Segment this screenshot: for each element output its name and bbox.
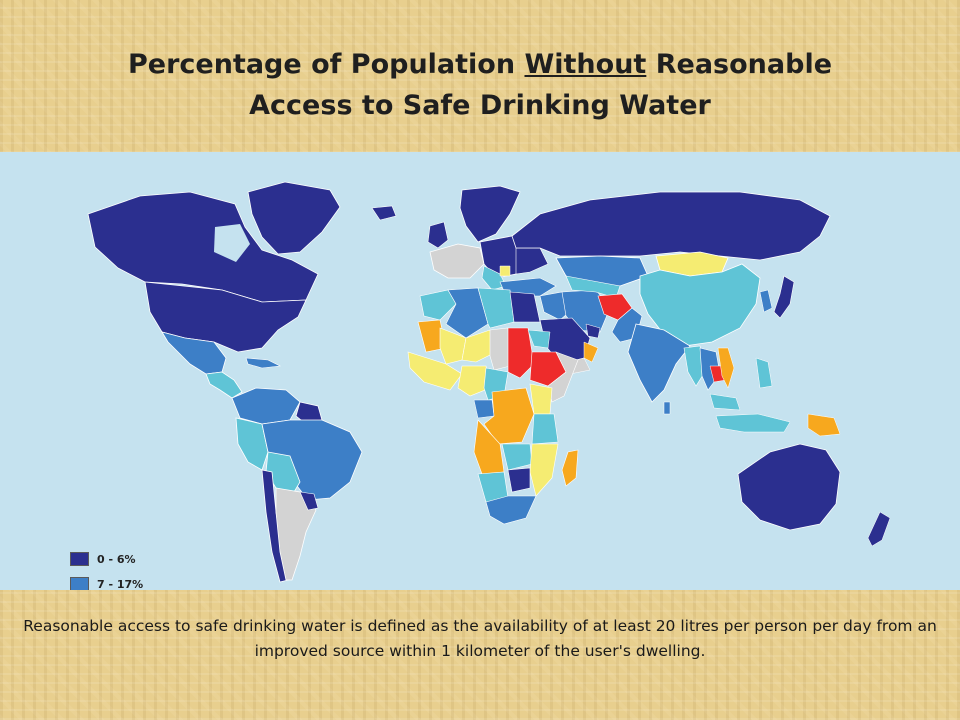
region-morocco	[419, 289, 457, 321]
legend-label: 7 - 17%	[97, 577, 144, 591]
region-canada	[87, 191, 319, 303]
region-uruguay	[299, 491, 319, 511]
region-hudson-bay	[214, 224, 250, 262]
region-kenya	[529, 383, 553, 415]
legend-label: 0 - 6%	[97, 552, 136, 566]
region-oman	[583, 341, 599, 363]
region-new-zealand	[867, 511, 891, 547]
region-south-africa	[485, 495, 537, 525]
world-map-graphic	[87, 181, 891, 583]
region-tanzania	[531, 413, 559, 445]
region-png	[807, 413, 841, 437]
legend-swatch	[70, 577, 89, 590]
region-west-africa	[407, 351, 463, 391]
region-mali	[439, 327, 467, 365]
region-sri-lanka	[663, 401, 671, 415]
map-legend: 0 - 6%7 - 17%18 - 32%33 - 48%49 - 63%64 …	[70, 550, 180, 590]
region-colombia-venezuela	[231, 387, 301, 425]
region-central-america	[205, 371, 243, 399]
region-gabon	[473, 399, 495, 419]
region-russia	[511, 191, 831, 261]
region-chad	[489, 327, 511, 371]
region-central-asia	[565, 275, 621, 299]
title-emphasis: Without	[524, 49, 647, 80]
region-dr-congo	[483, 387, 535, 445]
slide-title: Percentage of Population Without Reasona…	[40, 44, 920, 126]
region-australia	[737, 443, 841, 531]
region-scandinavia	[459, 185, 521, 243]
region-vietnam	[717, 347, 735, 389]
region-moldova	[499, 265, 511, 277]
region-uk	[427, 221, 449, 249]
region-gulf-states	[585, 323, 601, 339]
region-mozambique	[529, 443, 559, 497]
region-libya	[477, 287, 515, 329]
region-somalia	[547, 351, 579, 403]
region-philippines	[755, 357, 773, 389]
legend-swatch	[70, 552, 89, 566]
title-line2: Access to Safe Drinking Water	[249, 90, 711, 121]
region-india	[627, 323, 691, 403]
region-china	[639, 263, 761, 347]
region-nigeria	[457, 365, 491, 397]
legend-item: 7 - 17%	[70, 575, 143, 590]
region-ukraine	[515, 247, 549, 275]
region-japan	[773, 275, 795, 319]
region-sudan	[507, 327, 535, 379]
title-part2: Reasonable	[646, 49, 833, 80]
region-niger	[461, 329, 497, 363]
region-malaysia	[709, 393, 741, 411]
region-zambia	[501, 443, 533, 471]
footnote: Reasonable access to safe drinking water…	[23, 617, 937, 660]
region-madagascar	[561, 449, 579, 487]
region-caribbean	[245, 357, 282, 369]
region-indonesia	[715, 413, 791, 433]
region-zimbabwe	[507, 467, 531, 493]
region-korea	[759, 289, 773, 313]
region-balkans	[481, 265, 507, 291]
world-map: 0 - 6%7 - 17%18 - 32%33 - 48%49 - 63%64 …	[0, 152, 960, 590]
region-eritrea	[527, 329, 551, 349]
title-part1: Percentage of Population	[127, 49, 525, 80]
region-egypt	[509, 291, 541, 323]
region-greenland	[247, 181, 341, 255]
region-iceland	[371, 205, 397, 221]
legend-item: 0 - 6%	[70, 550, 136, 568]
region-western-europe	[429, 243, 485, 279]
